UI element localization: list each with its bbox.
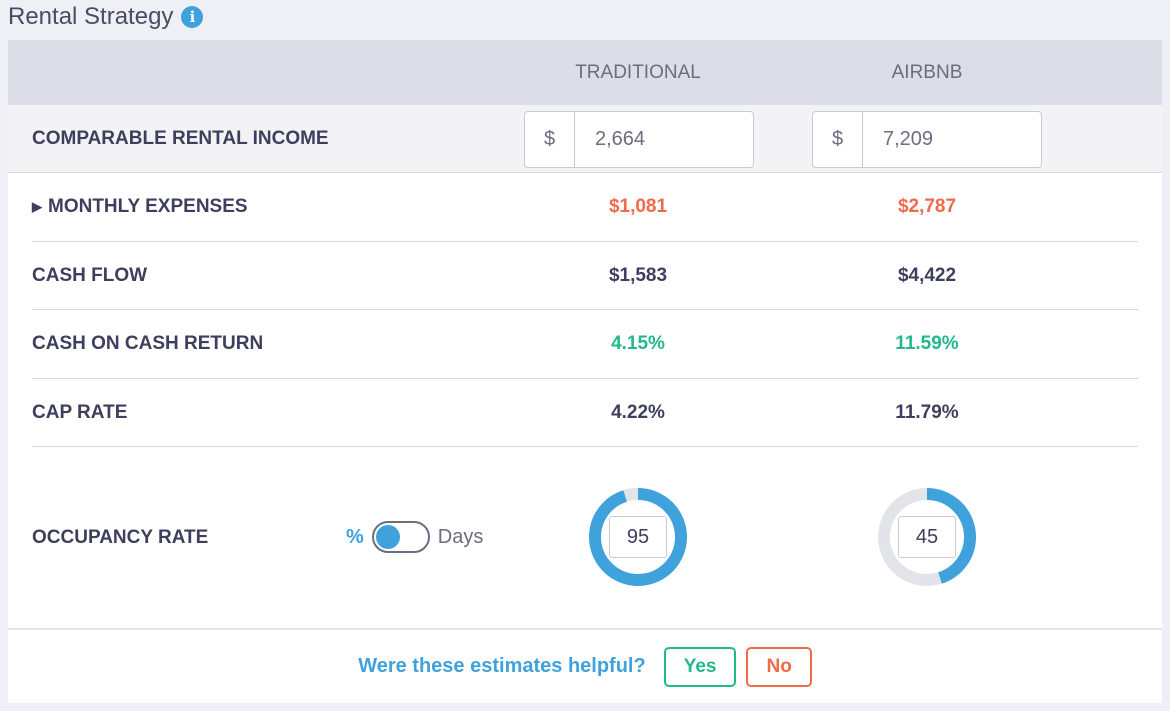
- traditional-value: 4.15%: [611, 333, 665, 355]
- col-traditional: TRADITIONAL: [575, 62, 701, 83]
- table-row: CAP RATE 4.22% 11.79%: [8, 379, 1162, 447]
- toggle-switch[interactable]: [371, 521, 430, 553]
- feedback-question: Were these estimates helpful?: [358, 655, 646, 677]
- income-label: COMPARABLE RENTAL INCOME: [32, 128, 329, 149]
- rental-strategy-panel: TRADITIONAL AIRBNB COMPARABLE RENTAL INC…: [8, 40, 1162, 703]
- donut-fill: [878, 488, 976, 586]
- feedback-bar: Were these estimates helpful? Yes No: [8, 628, 1162, 703]
- donut-fill: [589, 488, 687, 586]
- info-icon[interactable]: i: [181, 6, 204, 28]
- toggle-percent-label: %: [346, 525, 364, 548]
- row-label-text: CAP RATE: [32, 401, 128, 423]
- airbnb-occupancy-input[interactable]: 45: [898, 516, 956, 558]
- yes-button[interactable]: Yes: [663, 646, 737, 687]
- airbnb-value: 11.79%: [895, 401, 959, 423]
- title-text: Rental Strategy: [8, 3, 174, 30]
- row-label: CAP RATE: [32, 402, 127, 424]
- table-row: CASH FLOW $1,583 $4,422: [8, 242, 1162, 310]
- currency-symbol: $: [525, 112, 575, 167]
- income-row: COMPARABLE RENTAL INCOME $2,664 $7,209: [8, 105, 1162, 173]
- toggle-knob: [375, 525, 400, 549]
- airbnb-value: 11.59%: [895, 333, 959, 355]
- occupancy-label: OCCUPANCY RATE: [32, 526, 209, 548]
- airbnb-value: $2,787: [897, 196, 957, 218]
- row-label-text: MONTHLY EXPENSES: [48, 196, 248, 218]
- airbnb-income-input[interactable]: $7,209: [812, 111, 1042, 168]
- col-airbnb: AIRBNB: [891, 62, 963, 83]
- table-row[interactable]: ▶ MONTHLY EXPENSES $1,081 $2,787: [8, 173, 1162, 242]
- traditional-value: $1,081: [608, 196, 668, 218]
- row-label-text: CASH ON CASH RETURN: [32, 333, 264, 355]
- occupancy-row: OCCUPANCY RATE % Days 95 45: [8, 447, 1162, 628]
- percent-days-toggle[interactable]: % Days: [346, 521, 483, 553]
- income-value: 7,209: [883, 128, 934, 150]
- toggle-days-label: Days: [437, 525, 484, 548]
- row-label-text: CASH FLOW: [32, 264, 148, 286]
- traditional-income-input[interactable]: $2,664: [524, 111, 754, 168]
- traditional-occupancy-input[interactable]: 95: [609, 516, 667, 558]
- row-label: ▶ MONTHLY EXPENSES: [32, 196, 248, 218]
- row-label: CASH FLOW: [32, 265, 147, 287]
- row-label: CASH ON CASH RETURN: [32, 333, 263, 355]
- caret-right-icon[interactable]: ▶: [32, 199, 42, 215]
- traditional-occupancy-donut: 95: [588, 487, 688, 587]
- table-row: CASH ON CASH RETURN 4.15% 11.59%: [8, 310, 1162, 379]
- airbnb-value: $4,422: [897, 264, 957, 286]
- section-title: Rental Strategy i: [8, 3, 204, 31]
- currency-symbol: $: [813, 112, 863, 167]
- table-header: TRADITIONAL AIRBNB: [8, 40, 1162, 105]
- no-button[interactable]: No: [746, 646, 812, 687]
- traditional-value: 4.22%: [611, 401, 665, 423]
- traditional-value: $1,583: [608, 264, 668, 286]
- income-value: 2,664: [595, 128, 646, 150]
- airbnb-occupancy-donut: 45: [877, 487, 977, 587]
